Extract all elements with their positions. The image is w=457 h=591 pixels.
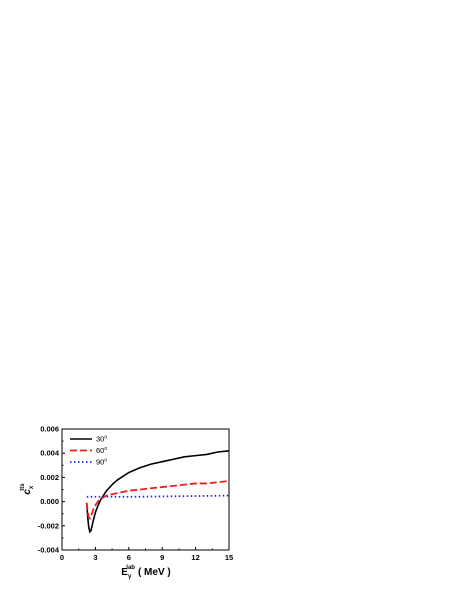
- axis-ticks: 0 3 6 9 12 15 -0.004 -0.002 0.000 0.002 0.004 0.006: [38, 425, 233, 563]
- x-axis-title-sub: γ: [128, 574, 132, 580]
- legend-label: 90o: [96, 458, 107, 467]
- series-line-60: [85, 480, 230, 521]
- x-tick-label: 6: [127, 553, 131, 562]
- legend-label: 30o: [96, 435, 107, 444]
- x-axis-title: Eγ lab( MeV ): [121, 565, 170, 580]
- series-line-90: [86, 494, 230, 498]
- y-tick-label: 0.000: [40, 497, 59, 506]
- y-tick-label: 0.006: [40, 425, 59, 434]
- legend-label: 60o: [96, 446, 107, 455]
- x-tick-label: 15: [225, 553, 233, 562]
- x-tick-label: 0: [60, 553, 64, 562]
- x-tick-label: 9: [160, 553, 164, 562]
- x-tick-label: 3: [93, 553, 97, 562]
- y-axis-title-main: c: [22, 489, 33, 495]
- y-tick-label: -0.002: [38, 521, 59, 530]
- series-line-30: [85, 449, 230, 534]
- y-axis-title-sup: tts: [20, 483, 26, 491]
- legend: 30o 60o 90o: [70, 435, 107, 467]
- x-axis-title-main: E: [121, 567, 128, 578]
- x-tick-label: 12: [191, 553, 199, 562]
- y-tick-label: 0.004: [40, 449, 60, 458]
- series-layer: [85, 449, 230, 534]
- y-axis-title: cxtts: [20, 483, 35, 495]
- y-axis-title-sub: x: [29, 485, 35, 489]
- y-tick-label: -0.004: [38, 546, 60, 555]
- x-axis-title-sup: lab: [126, 565, 135, 571]
- x-axis-title-unit: ( MeV ): [138, 567, 171, 578]
- y-tick-label: 0.002: [40, 473, 59, 482]
